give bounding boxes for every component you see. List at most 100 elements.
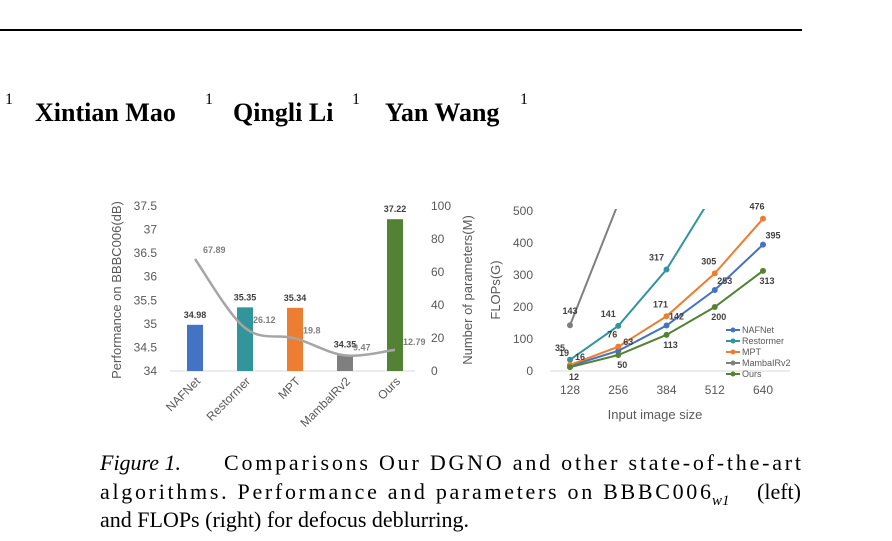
bar-value-label: 35.34 bbox=[284, 293, 307, 303]
point-label: 171 bbox=[653, 299, 668, 309]
point-label: 142 bbox=[669, 312, 684, 322]
y-tick-label: 200 bbox=[513, 300, 533, 314]
y-tick-label: 37 bbox=[144, 223, 158, 237]
y2-axis-title: Number of parameters(M) bbox=[460, 215, 475, 365]
x-tick-label: MambaIRv2 bbox=[297, 374, 353, 430]
bar-value-label: 34.98 bbox=[184, 310, 207, 320]
y2-tick-label: 60 bbox=[431, 265, 445, 279]
caption-line: (left) bbox=[757, 479, 801, 504]
point bbox=[711, 287, 718, 294]
point-label: 141 bbox=[601, 309, 616, 319]
legend-label: MambaIRv2 bbox=[742, 358, 791, 368]
x-tick-label: Ours bbox=[375, 374, 403, 402]
y2-tick-label: 0 bbox=[431, 364, 438, 378]
y-tick-label: 35.5 bbox=[134, 293, 158, 307]
y2-tick-label: 40 bbox=[431, 298, 445, 312]
x-tick-label: MPT bbox=[275, 374, 303, 402]
legend-label: MPT bbox=[742, 347, 762, 357]
legend-dot bbox=[730, 360, 736, 366]
point-label: 35 bbox=[555, 343, 565, 353]
caption: Figure 1. Comparisons Our DGNO and other… bbox=[99, 450, 801, 532]
point-label: 19 bbox=[559, 348, 569, 358]
point bbox=[615, 352, 622, 358]
point bbox=[760, 241, 766, 248]
chart-right: FLOPs(G) Input image size 0 100 200 300 400 5… bbox=[488, 202, 791, 422]
point bbox=[663, 322, 670, 329]
y-axis-title: Performance on BBBC006(dB) bbox=[109, 201, 124, 379]
bar bbox=[337, 354, 353, 371]
point bbox=[615, 347, 622, 354]
author-sup: 1 bbox=[520, 91, 528, 108]
x-tick-label: 384 bbox=[656, 383, 676, 397]
point-label: 313 bbox=[759, 276, 774, 286]
point-label: 16 bbox=[575, 352, 585, 362]
y2-tick-label: 100 bbox=[431, 199, 451, 213]
line-value-label: 26.12 bbox=[253, 315, 276, 325]
bar-value-label: 37.22 bbox=[384, 204, 407, 214]
chart-left: Performance on BBBC006(dB) Number of par… bbox=[109, 199, 475, 430]
x-axis-title: Input image size bbox=[608, 407, 703, 422]
point-label: 50 bbox=[617, 360, 627, 370]
bar bbox=[237, 307, 253, 371]
series-line bbox=[569, 209, 706, 361]
legend-label: NAFNet bbox=[742, 325, 775, 335]
point bbox=[567, 322, 573, 329]
point-label: 113 bbox=[663, 340, 678, 350]
point bbox=[615, 322, 622, 329]
author-name: Yan Wang bbox=[385, 98, 499, 127]
y2-tick-label: 80 bbox=[431, 232, 445, 246]
caption-line: Comparisons Our DGNO and other state-of-… bbox=[224, 450, 801, 475]
bar bbox=[387, 219, 403, 371]
bar-value-label: 34.35 bbox=[334, 340, 357, 350]
bar-value-label: 35.35 bbox=[234, 292, 257, 302]
x-tick-label: 512 bbox=[705, 383, 725, 397]
point-label: 317 bbox=[649, 253, 664, 263]
point-label: 12 bbox=[569, 372, 579, 382]
x-tick-label: Restormer bbox=[204, 374, 254, 424]
y-tick-label: 34.5 bbox=[134, 340, 158, 354]
point bbox=[615, 343, 622, 350]
legend-label: Restormer bbox=[742, 336, 784, 346]
legend-dot bbox=[730, 371, 736, 377]
point bbox=[663, 331, 670, 338]
point bbox=[663, 313, 670, 320]
line-value-label: 9.47 bbox=[353, 342, 371, 352]
author-sup: 1 bbox=[5, 91, 13, 108]
point bbox=[567, 356, 573, 363]
point bbox=[760, 215, 766, 222]
y-tick-label: 36.5 bbox=[134, 246, 158, 260]
caption-line: algorithms. Performance and parameters o… bbox=[100, 479, 711, 504]
legend-dot bbox=[730, 338, 736, 344]
point bbox=[711, 270, 718, 277]
point-label: 76 bbox=[607, 330, 617, 340]
author-name: Qingli Li bbox=[233, 98, 333, 127]
caption-label: Figure 1. bbox=[99, 450, 181, 475]
bar bbox=[187, 324, 203, 371]
y-tick-label: 35 bbox=[144, 317, 158, 331]
legend-dot bbox=[730, 349, 736, 355]
line-value-label: 19.8 bbox=[303, 325, 321, 335]
point-label: 200 bbox=[711, 312, 726, 322]
y-tick-label: 0 bbox=[526, 364, 533, 378]
line-value-label: 67.89 bbox=[203, 245, 226, 255]
author-name: Xintian Mao bbox=[35, 98, 176, 127]
author-sup: 1 bbox=[205, 91, 213, 108]
point-label: 253 bbox=[717, 276, 732, 286]
series-line bbox=[569, 209, 618, 326]
y-tick-label: 500 bbox=[513, 204, 533, 218]
y-tick-label: 100 bbox=[513, 332, 533, 346]
y-tick-label: 36 bbox=[144, 270, 158, 284]
point-label: 63 bbox=[623, 337, 633, 347]
point bbox=[567, 364, 573, 371]
point bbox=[663, 266, 670, 273]
y-tick-label: 37.5 bbox=[134, 199, 158, 213]
x-tick-label: NAFNet bbox=[163, 374, 204, 415]
x-tick-label: 128 bbox=[560, 383, 580, 397]
legend-label: Ours bbox=[742, 369, 762, 379]
point-label: 143 bbox=[562, 306, 577, 316]
caption-subscript: w1 bbox=[712, 493, 730, 509]
y-tick-label: 400 bbox=[513, 236, 533, 250]
plot-area bbox=[567, 209, 766, 371]
params-line bbox=[193, 258, 396, 357]
